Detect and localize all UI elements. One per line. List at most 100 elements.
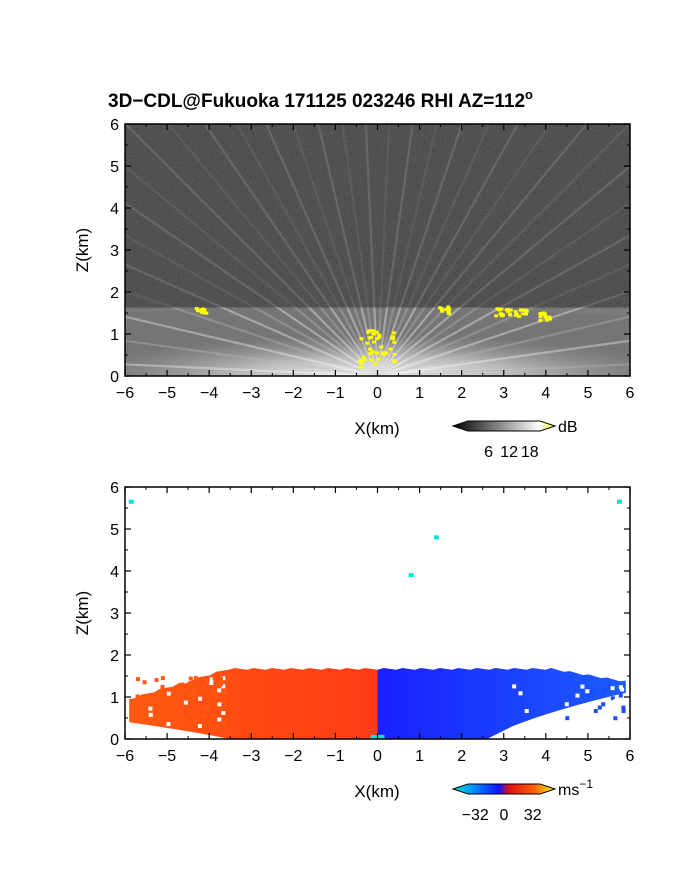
velocity-edge-cell <box>542 699 547 704</box>
velocity-edge-cell <box>559 699 564 704</box>
snr-xtick-label: 5 <box>583 385 592 402</box>
snr-hotspot-cell <box>388 347 393 351</box>
velocity-edge-cell <box>135 677 140 682</box>
snr-hotspot-cell <box>392 340 397 344</box>
snr-ytick-label: 0 <box>110 369 119 386</box>
snr-hotspot-cell <box>390 337 395 341</box>
velocity-edge-cell <box>177 683 182 688</box>
velocity-edge-cell <box>618 693 623 698</box>
snr-hotspot-cell <box>392 353 397 357</box>
snr-hotspot-cell <box>380 352 385 356</box>
snr-hotspot-cell <box>384 351 389 355</box>
velocity-ytick-label: 0 <box>110 732 119 749</box>
velocity-edge-cell <box>135 694 140 699</box>
snr-hotspot-cell <box>538 315 543 319</box>
snr-colorbar: 6 12 18 dB <box>451 419 578 461</box>
snr-hotspot-cell <box>439 307 444 311</box>
velocity-speckle <box>616 499 622 504</box>
snr-hotspot-cell <box>362 358 367 362</box>
velocity-edge-cell <box>570 712 575 717</box>
snr-hotspot-cell <box>548 317 553 321</box>
velocity-edge-cell <box>148 712 153 717</box>
snr-hotspot-cell <box>523 308 528 312</box>
snr-hotspot-cell <box>538 312 543 316</box>
snr-hotspot-cell <box>372 340 377 344</box>
snr-ytick-label: 5 <box>110 159 119 176</box>
velocity-edge-cell <box>129 676 134 680</box>
snr-xtick-label: 4 <box>541 385 550 402</box>
snr-xtick-label: −6 <box>116 385 134 402</box>
snr-xtick-label: −5 <box>158 385 176 402</box>
snr-hotspot-cell <box>392 331 397 335</box>
snr-hotspot-cell <box>499 307 504 311</box>
snr-hotspot-cell <box>494 314 499 318</box>
velocity-edge-cell <box>197 724 202 729</box>
snr-hotspot-cell <box>373 362 378 366</box>
snr-hotspot-cell <box>361 356 366 360</box>
snr-hotspots <box>194 305 553 369</box>
velocity-xtick-label: −5 <box>158 748 176 765</box>
velocity-edge-cell <box>178 709 183 714</box>
snr-hotspot-cell <box>376 357 381 361</box>
snr-hotspot-cell <box>446 312 451 316</box>
snr-fan-glow <box>125 307 630 376</box>
velocity-edge-cell <box>542 687 547 692</box>
velocity-edge-cell <box>621 708 626 713</box>
snr-hotspot-cell <box>444 307 449 311</box>
snr-fan-rays <box>125 124 630 376</box>
velocity-edge-cell <box>202 705 207 710</box>
velocity-edge-cell <box>219 682 224 687</box>
snr-hotspot-cell <box>523 312 528 316</box>
velocity-edge-cell <box>589 691 594 696</box>
velocity-colorbar-tick: −32 <box>462 807 489 824</box>
velocity-ylabel: Z(km) <box>73 591 92 635</box>
snr-fan-ray <box>377 315 630 376</box>
snr-hotspot-cell <box>366 330 371 334</box>
velocity-edge-cell <box>607 685 612 690</box>
velocity-edge-cell <box>524 709 529 714</box>
velocity-edge-cell <box>193 688 198 693</box>
velocity-edge-cell <box>536 702 541 707</box>
snr-hotspot-cell <box>375 337 380 341</box>
velocity-edge-cell <box>584 684 589 689</box>
snr-hotspot-cell <box>508 313 513 317</box>
velocity-edge-cell <box>209 677 214 682</box>
velocity-edge-cell <box>212 686 217 691</box>
velocity-xtick-label: 0 <box>373 748 382 765</box>
velocity-edge-cell <box>585 689 590 694</box>
velocity-edge-cell <box>615 716 620 721</box>
snr-xtick-label: 3 <box>499 385 508 402</box>
velocity-colorbar-tick: 0 <box>500 807 509 824</box>
snr-xtick-label: −4 <box>200 385 218 402</box>
velocity-edge-cell <box>142 703 147 708</box>
velocity-xtick-label: 1 <box>415 748 424 765</box>
snr-colorbar-tick: 12 <box>500 444 518 461</box>
velocity-edge-cell <box>160 684 165 689</box>
snr-hotspot-cell <box>514 312 519 316</box>
snr-hotspot-cell <box>204 311 209 315</box>
velocity-edge-cell <box>166 722 171 727</box>
snr-hotspot-cell <box>367 336 372 340</box>
velocity-edge-cell <box>610 696 615 701</box>
snr-hotspot-cell <box>392 359 397 363</box>
snr-colorbar-unit: dB <box>558 419 578 436</box>
velocity-edge-cell <box>209 681 214 686</box>
snr-hotspot-cell <box>377 333 382 337</box>
snr-hotspot-cell <box>440 309 445 313</box>
velocity-edge-cell <box>221 699 226 704</box>
velocity-edge-cell <box>215 693 220 698</box>
velocity-edge-cell <box>142 680 147 685</box>
title-superscript: o <box>525 87 533 102</box>
velocity-edge-cell <box>570 696 575 701</box>
velocity-xtick-label: 2 <box>457 748 466 765</box>
snr-hotspot-cell <box>513 310 518 314</box>
velocity-toward-region <box>377 668 626 739</box>
velocity-edge-cell <box>193 718 198 723</box>
velocity-edge-cell <box>593 709 598 714</box>
snr-ytick-label: 1 <box>110 327 119 344</box>
snr-hotspot-cell <box>521 312 526 316</box>
velocity-edge-cell <box>221 690 226 695</box>
snr-hotspot-cell <box>508 308 513 312</box>
snr-hotspot-cell <box>370 350 375 354</box>
